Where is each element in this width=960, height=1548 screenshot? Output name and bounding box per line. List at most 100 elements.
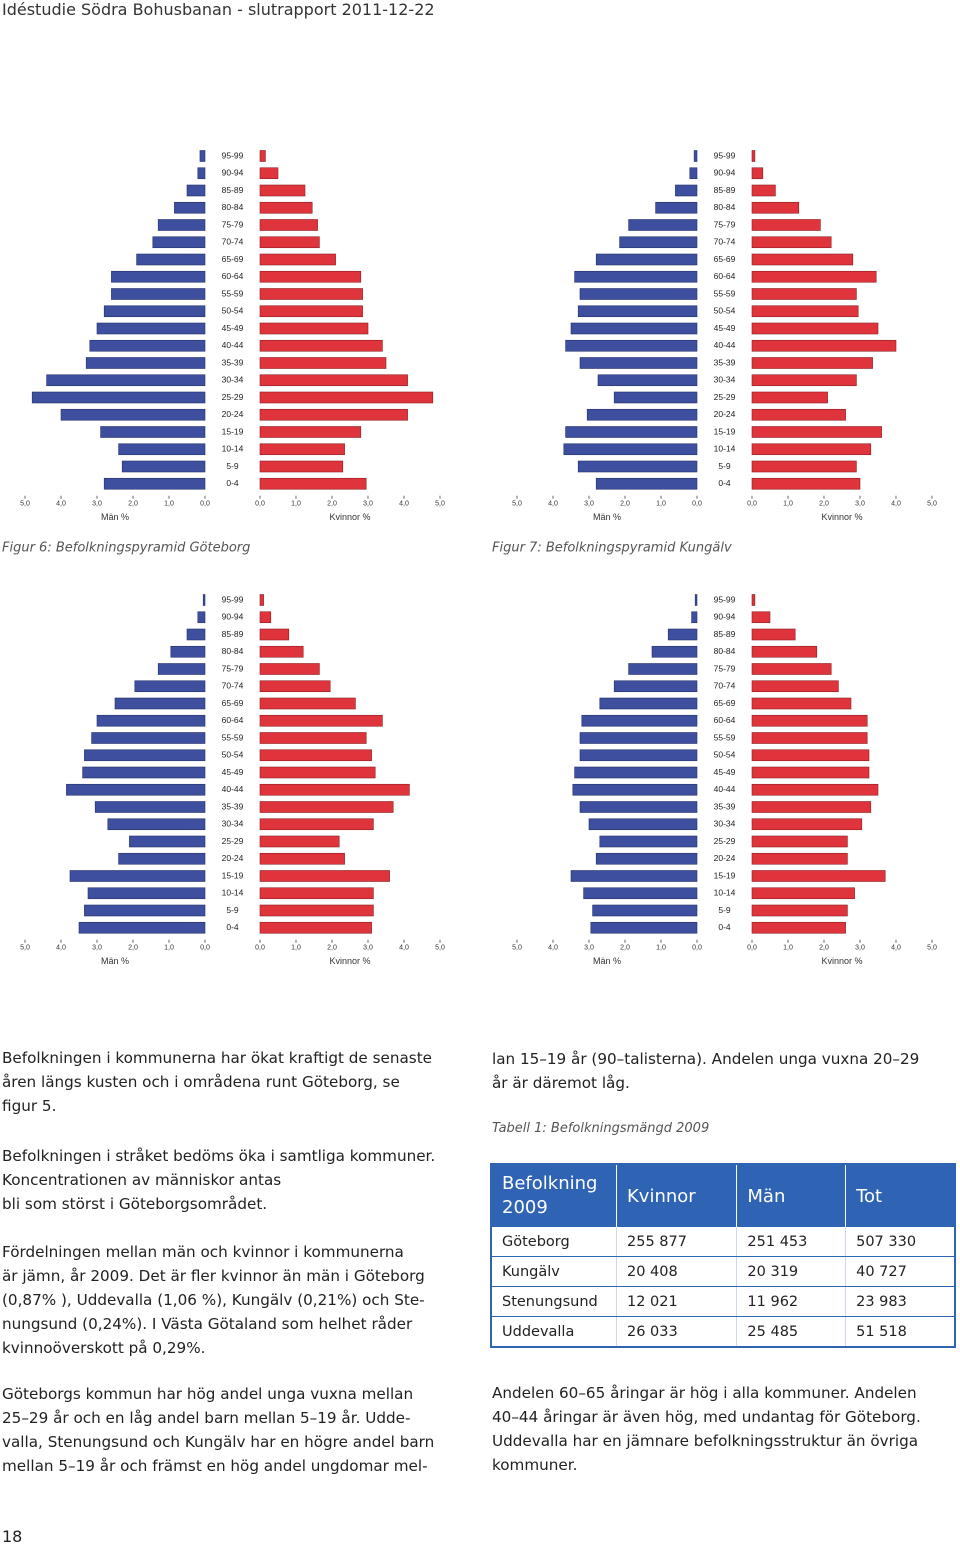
age-label: 85-89 <box>222 185 244 195</box>
female-bar <box>259 697 356 710</box>
x-tick-label: 1,0 <box>656 501 666 508</box>
axis-label: Kvinnor % <box>821 512 862 522</box>
age-label: 0-4 <box>226 478 239 488</box>
male-bar <box>84 904 206 917</box>
x-tick-label: 0,0 <box>747 501 757 508</box>
x-tick-label: 5,0 <box>512 945 522 952</box>
x-tick-label: 2,0 <box>620 501 630 508</box>
female-bar <box>751 460 857 473</box>
age-label: 75-79 <box>714 219 736 229</box>
male-bar <box>613 680 698 693</box>
male-bar <box>186 628 206 641</box>
female-bar <box>751 357 873 369</box>
male-bar <box>592 904 698 917</box>
age-label: 70-74 <box>222 681 244 691</box>
table-cell: 25 485 <box>736 1316 847 1348</box>
female-bar <box>751 339 897 352</box>
male-bar <box>595 477 698 490</box>
female-bar <box>259 611 272 624</box>
table-cell: 255 877 <box>616 1227 738 1257</box>
age-label: 95-99 <box>714 594 736 604</box>
male-bar <box>111 270 206 283</box>
female-bar <box>259 732 367 744</box>
axis-label: Män % <box>101 956 129 966</box>
age-label: 70-74 <box>222 237 244 247</box>
male-bar <box>107 818 206 831</box>
x-tick-label: 3,0 <box>584 945 594 952</box>
male-bar <box>565 339 698 352</box>
x-tick-label: 2,0 <box>819 945 829 952</box>
age-label: 40-44 <box>714 340 736 350</box>
text-line: lan 15–19 år (90–talisterna). Andelen un… <box>492 1050 920 1068</box>
female-bar <box>259 628 290 641</box>
male-bar <box>597 374 698 387</box>
age-label: 80-84 <box>222 646 244 656</box>
age-label: 90-94 <box>714 168 736 178</box>
age-label: 15-19 <box>222 870 244 880</box>
age-label: 30-34 <box>714 375 736 385</box>
x-tick-label: 0,0 <box>692 945 702 952</box>
text-line: Fördelningen mellan män och kvinnor i ko… <box>2 1243 404 1261</box>
text-line: bli som störst i Göteborgsområdet. <box>2 1195 268 1213</box>
text-line: Koncentrationen av människor antas <box>2 1171 282 1189</box>
x-tick-label: 4,0 <box>891 945 901 952</box>
age-label: 95-99 <box>714 150 736 160</box>
right-outro: Andelen 60–65 åringar är hög i alla komm… <box>492 1381 921 1477</box>
text-line: kvinnoöverskott på 0,29%. <box>2 1339 206 1357</box>
x-tick-label: 5,0 <box>435 501 445 508</box>
female-bar <box>259 852 345 865</box>
text-line: Andelen 60–65 åringar är hög i alla komm… <box>492 1384 917 1402</box>
page-number: 18 <box>2 1527 23 1546</box>
x-tick-label: 5,0 <box>927 945 937 952</box>
x-tick-label: 1,0 <box>291 501 301 508</box>
table-header-cell: Män <box>736 1164 847 1227</box>
female-bar <box>259 460 344 473</box>
paragraph: Befolkningen i kommunerna har ökat kraft… <box>2 1046 432 1115</box>
male-bar <box>693 150 698 162</box>
age-label: 25-29 <box>222 836 244 846</box>
figure-caption: Figur 6: Befolkningspyramid Göteborg <box>2 541 250 556</box>
male-bar <box>694 594 698 606</box>
axis-label: Män % <box>593 956 621 966</box>
table-cell: Göteborg <box>491 1227 617 1257</box>
age-label: 35-39 <box>222 357 244 367</box>
male-bar <box>66 783 206 796</box>
age-label: 70-74 <box>714 237 736 247</box>
male-bar <box>667 628 698 641</box>
female-bar <box>259 219 318 231</box>
female-bar <box>259 236 320 249</box>
male-bar <box>599 697 698 710</box>
x-tick-label: 4,0 <box>399 501 409 508</box>
male-bar <box>96 322 206 335</box>
male-bar <box>579 749 698 762</box>
age-label: 0-4 <box>718 478 731 488</box>
female-bar <box>259 870 390 882</box>
male-bar <box>579 801 698 813</box>
male-bar <box>100 426 206 438</box>
male-bar <box>31 391 206 404</box>
age-label: 50-54 <box>714 750 736 760</box>
female-bar <box>259 374 408 387</box>
male-bar <box>87 887 206 900</box>
table-cell: 20 319 <box>736 1256 847 1287</box>
male-bar <box>691 611 698 624</box>
female-bar <box>259 391 434 404</box>
x-tick-label: 0,0 <box>747 945 757 952</box>
male-bar <box>186 184 206 197</box>
age-label: 25-29 <box>222 392 244 402</box>
male-bar <box>118 852 206 865</box>
table-cell: 51 518 <box>845 1316 956 1348</box>
age-label: 45-49 <box>222 323 244 333</box>
age-label: 75-79 <box>222 219 244 229</box>
table-header-cell: Befolkning 2009 <box>491 1164 617 1227</box>
x-tick-label: 2,0 <box>819 501 829 508</box>
age-label: 65-69 <box>222 698 244 708</box>
age-label: 55-59 <box>714 732 736 742</box>
female-bar <box>259 288 363 300</box>
female-bar <box>751 714 868 727</box>
x-tick-label: 5,0 <box>927 501 937 508</box>
female-bar <box>259 921 372 934</box>
female-bar <box>259 835 340 848</box>
male-bar <box>157 663 206 675</box>
male-bar <box>628 663 698 675</box>
